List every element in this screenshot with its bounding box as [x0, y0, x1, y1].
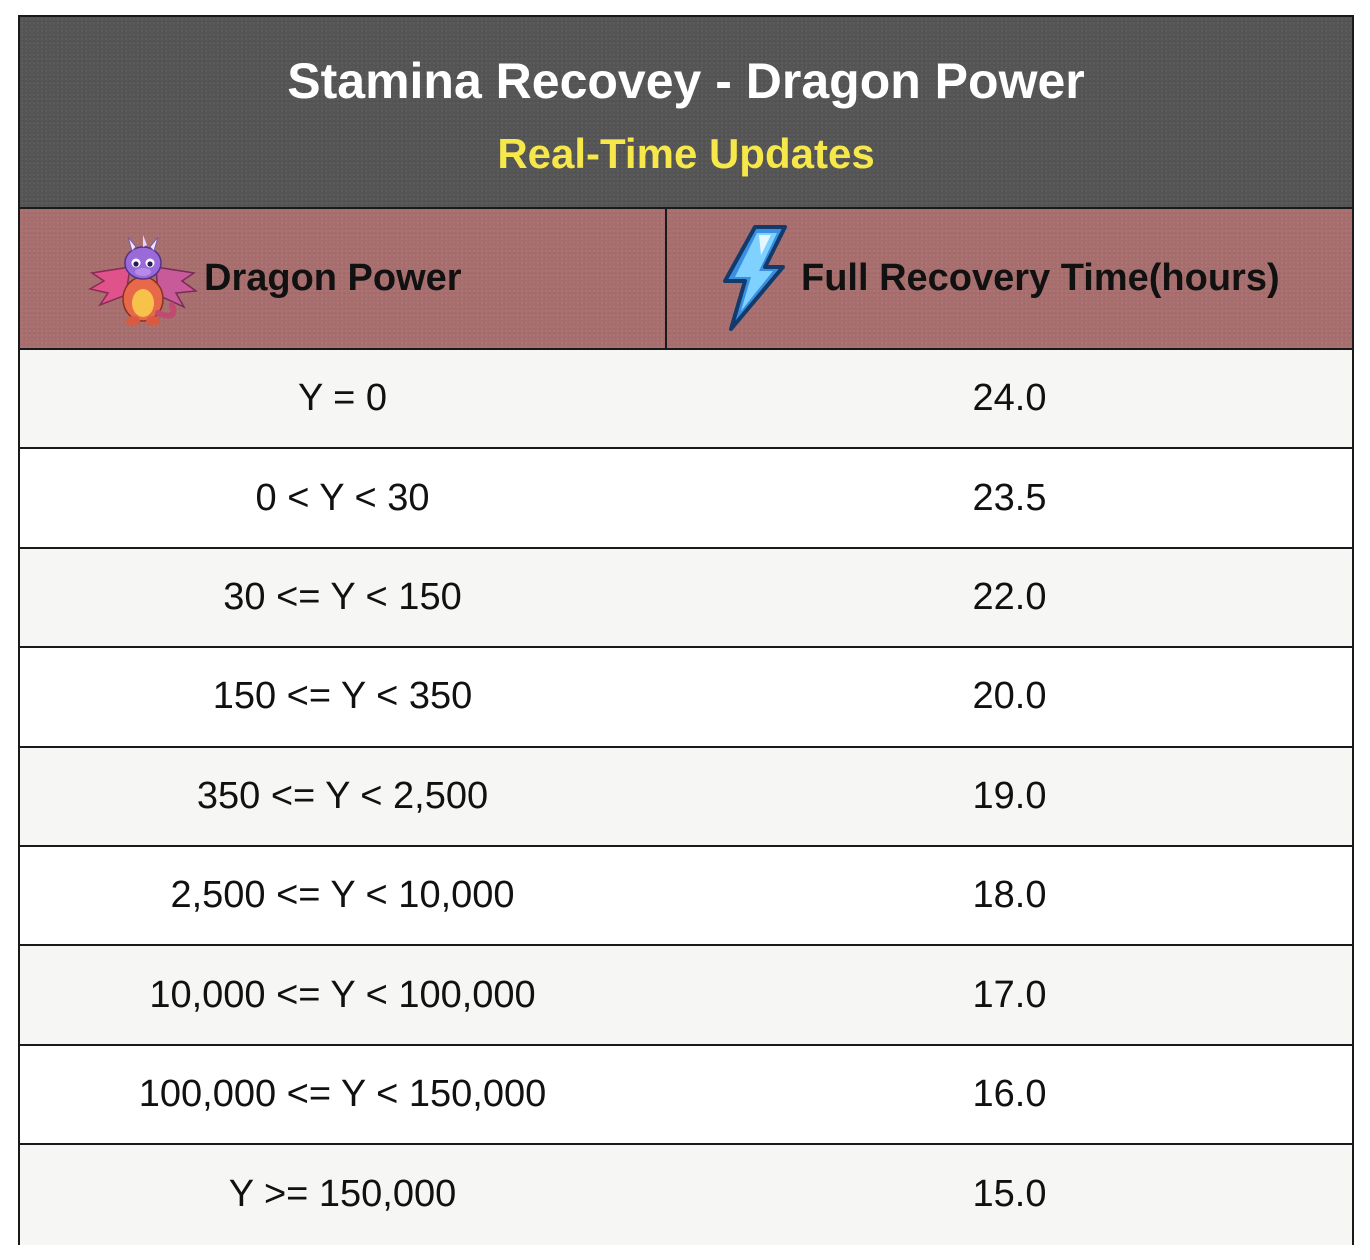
dragon-power-cell: 100,000 <= Y < 150,000 [138, 1072, 547, 1115]
header-label-dragon-power: Dragon Power [204, 257, 462, 299]
dragon-power-cell: 350 <= Y < 2,500 [196, 774, 489, 817]
table-row: 350 <= Y < 2,500 19.0 [20, 747, 1352, 847]
lightning-bolt-icon [715, 223, 791, 338]
recovery-hours-cell: 24.0 [972, 377, 1047, 420]
dragon-power-cell: 10,000 <= Y < 100,000 [149, 973, 536, 1016]
table-row: 0 < Y < 30 23.5 [20, 449, 1352, 549]
recovery-hours-cell: 19.0 [972, 774, 1047, 817]
header-cell-recovery-time: Full Recovery Time(hours) [667, 209, 1352, 348]
recovery-hours-cell: 18.0 [972, 874, 1047, 917]
recovery-hours-cell: 17.0 [972, 973, 1047, 1016]
dragon-power-cell: 0 < Y < 30 [255, 476, 430, 519]
table-row: 2,500 <= Y < 10,000 18.0 [20, 846, 1352, 947]
dragon-power-cell: 30 <= Y < 150 [223, 575, 462, 618]
table-header-row: Dragon Power Full Recovery Time(hours) [20, 209, 1352, 350]
table-row: 100,000 <= Y < 150,000 16.0 [20, 1045, 1352, 1146]
dragon-power-cell: 150 <= Y < 350 [212, 675, 473, 718]
recovery-hours-cell: 20.0 [972, 675, 1047, 718]
table-row: Y >= 150,000 15.0 [20, 1145, 1352, 1245]
recovery-hours-cell: 15.0 [972, 1173, 1047, 1216]
table-row: Y = 0 24.0 [20, 350, 1352, 450]
header-label-recovery-time: Full Recovery Time(hours) [801, 257, 1280, 299]
dragon-power-cell: Y >= 150,000 [228, 1173, 457, 1216]
table-banner: Stamina Recovey - Dragon Power Real-Time… [20, 17, 1352, 209]
stamina-table: Stamina Recovey - Dragon Power Real-Time… [18, 15, 1354, 1245]
header-cell-dragon-power: Dragon Power [20, 209, 665, 348]
recovery-hours-cell: 23.5 [972, 476, 1047, 519]
recovery-hours-cell: 22.0 [972, 575, 1047, 618]
table-row: 10,000 <= Y < 100,000 17.0 [20, 946, 1352, 1046]
dragon-power-cell: 2,500 <= Y < 10,000 [170, 874, 515, 917]
table-row: 30 <= Y < 150 22.0 [20, 548, 1352, 649]
dragon-icon [86, 233, 199, 334]
table-body: Y = 0 24.0 0 < Y < 30 23.5 30 <= Y < 150… [20, 350, 1352, 1245]
table-row: 150 <= Y < 350 20.0 [20, 648, 1352, 748]
dragon-power-cell: Y = 0 [297, 377, 388, 420]
recovery-hours-cell: 16.0 [972, 1072, 1047, 1115]
page-subtitle: Real-Time Updates [497, 130, 875, 177]
page-title: Stamina Recovey - Dragon Power [287, 53, 1085, 109]
